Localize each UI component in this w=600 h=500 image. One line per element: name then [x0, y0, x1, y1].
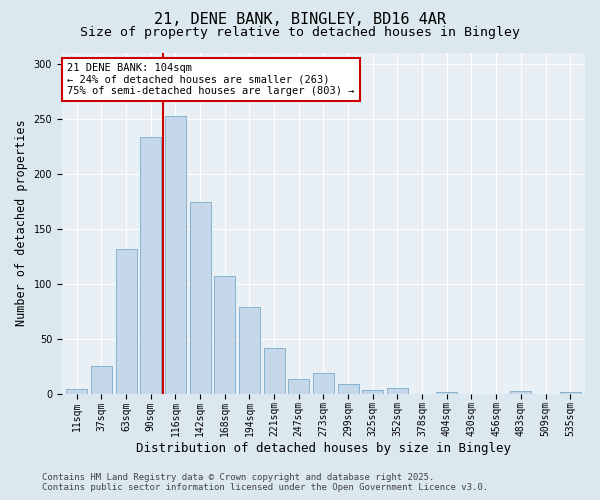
Bar [91, 366, 112, 394]
Text: Contains HM Land Registry data © Crown copyright and database right 2025.
Contai: Contains HM Land Registry data © Crown c… [42, 473, 488, 492]
Text: 21, DENE BANK, BINGLEY, BD16 4AR: 21, DENE BANK, BINGLEY, BD16 4AR [154, 12, 446, 28]
Bar [362, 390, 383, 394]
Bar [263, 348, 284, 394]
Text: Size of property relative to detached houses in Bingley: Size of property relative to detached ho… [80, 26, 520, 39]
Bar [511, 392, 532, 394]
Bar [560, 392, 581, 394]
Text: 21 DENE BANK: 104sqm
← 24% of detached houses are smaller (263)
75% of semi-deta: 21 DENE BANK: 104sqm ← 24% of detached h… [67, 62, 355, 96]
Bar [288, 380, 309, 394]
Bar [190, 202, 211, 394]
Bar [214, 276, 235, 394]
X-axis label: Distribution of detached houses by size in Bingley: Distribution of detached houses by size … [136, 442, 511, 455]
Bar [338, 384, 359, 394]
Bar [116, 250, 137, 394]
Bar [66, 389, 87, 394]
Bar [239, 306, 260, 394]
Bar [313, 372, 334, 394]
Bar [165, 116, 186, 394]
Bar [387, 388, 408, 394]
Bar [436, 392, 457, 394]
Bar [140, 137, 161, 394]
Y-axis label: Number of detached properties: Number of detached properties [15, 120, 28, 326]
